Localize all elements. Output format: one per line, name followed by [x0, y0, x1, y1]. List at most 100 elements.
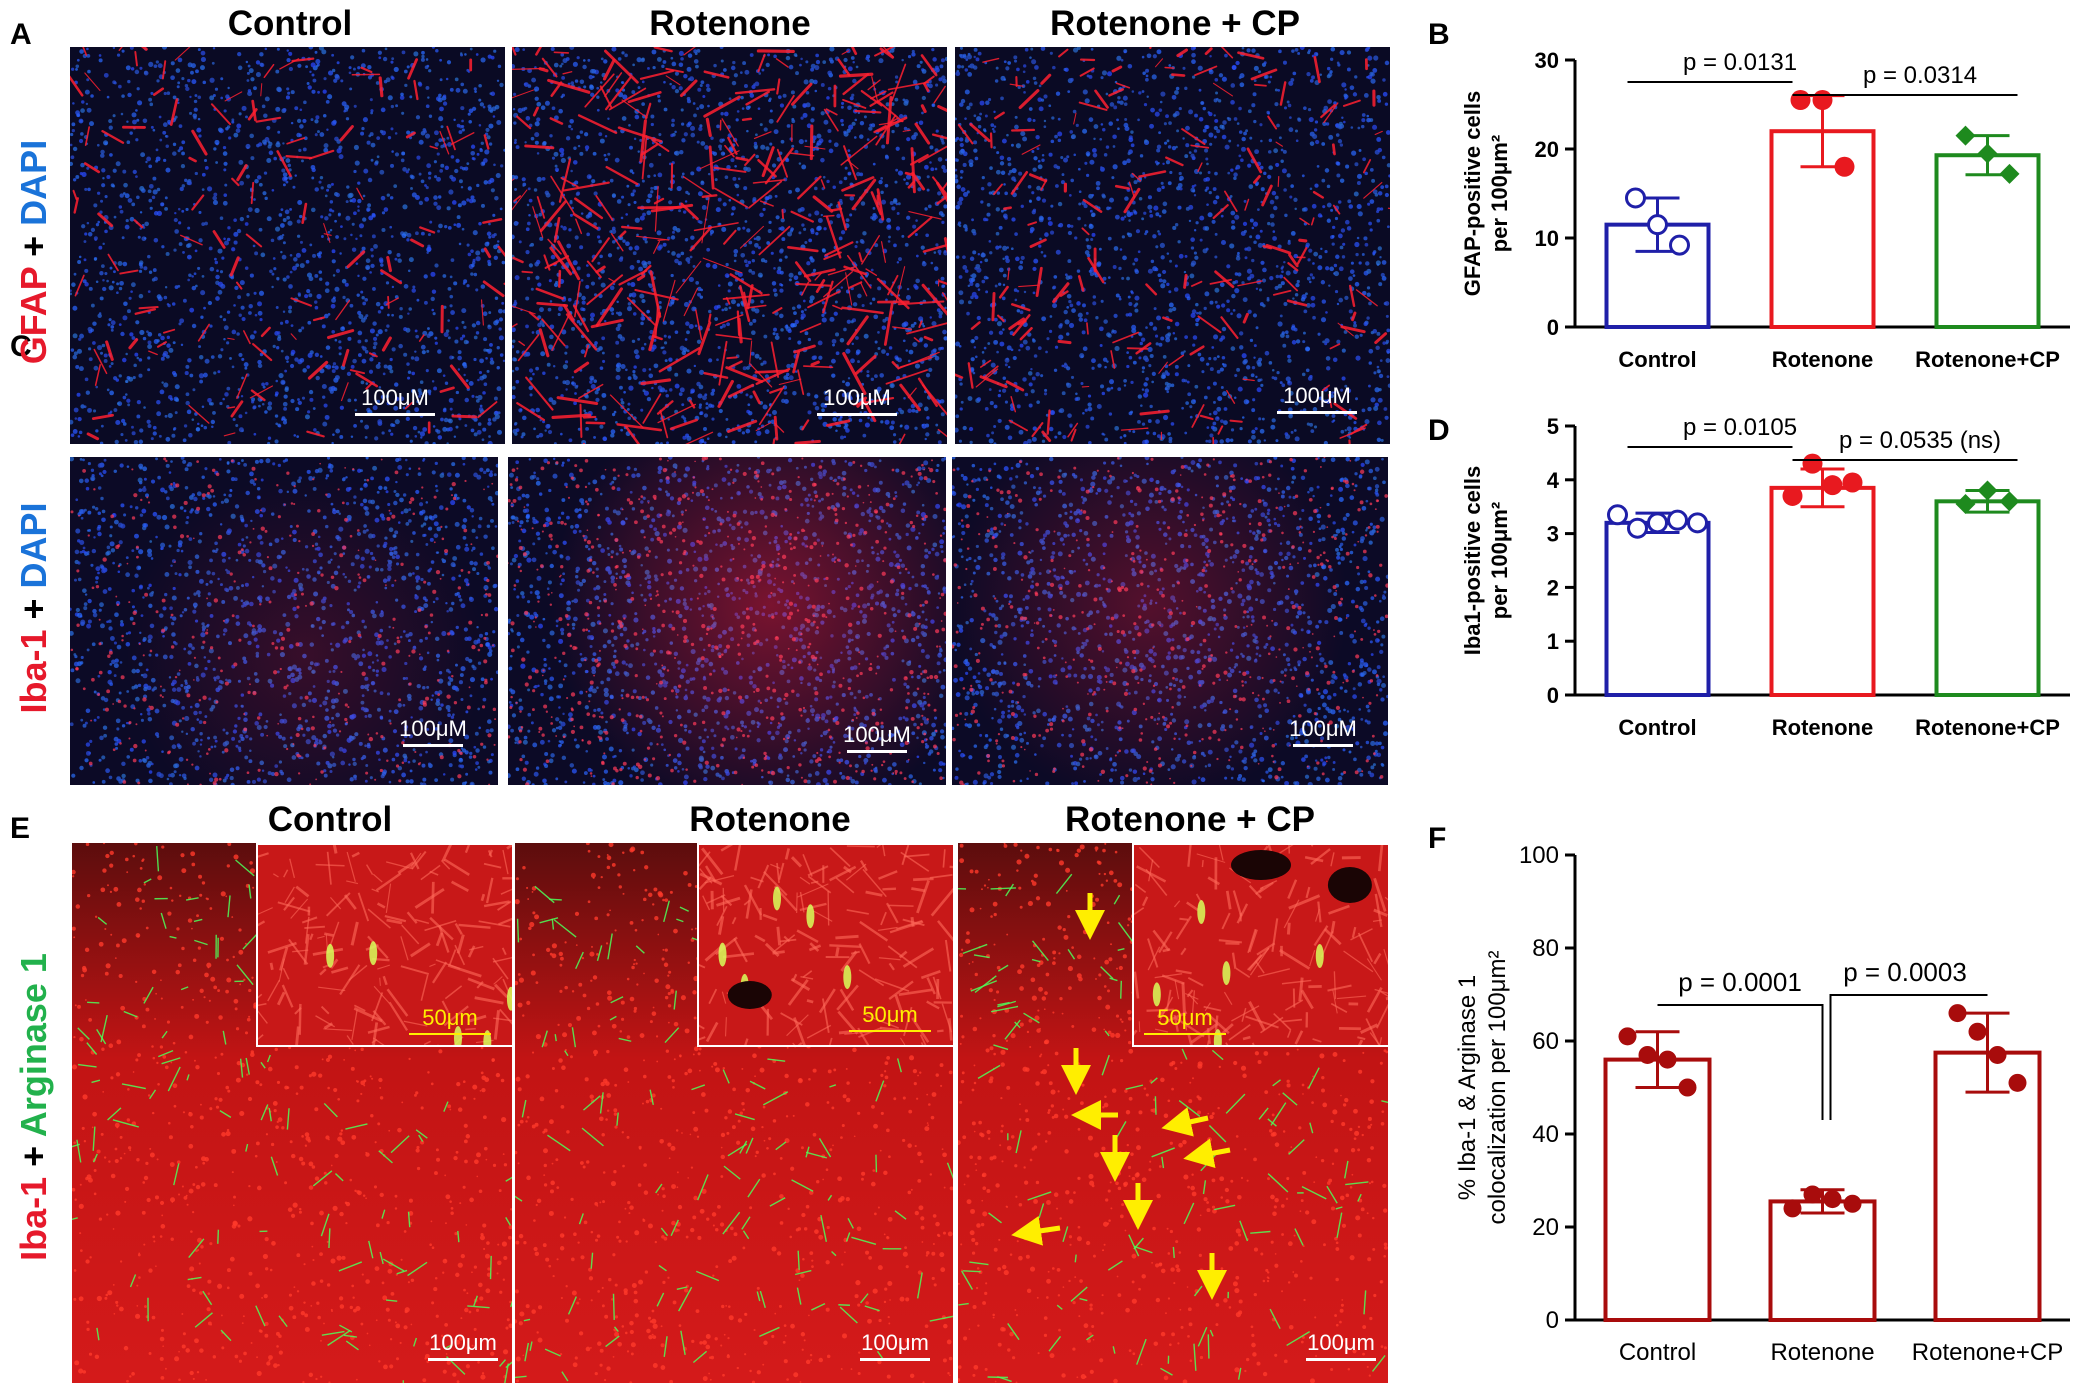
bar [1768, 1199, 1877, 1323]
data-point [1607, 504, 1628, 526]
significance-bracket [1657, 1004, 1824, 1120]
data-point [1999, 163, 2020, 184]
data-point [1678, 1078, 1697, 1097]
inset-e-control [256, 843, 514, 1047]
data-point [1627, 517, 1648, 539]
x-tick-label: Rotenone [1770, 1339, 1874, 1366]
inset-e-rotenone [697, 843, 955, 1047]
data-point [1842, 472, 1863, 493]
y-axis-label: Iba1-positive cells [1460, 466, 1485, 656]
inset-scale-label: 50μm [862, 1002, 918, 1027]
y-tick-label: 20 [1532, 1214, 1559, 1241]
x-tick-label: Control [1618, 347, 1696, 372]
scale-bar-a-rotenone-cp: 100μM [1272, 383, 1362, 414]
x-tick-label: Rotenone [1772, 715, 1873, 740]
inset-scale-bar-control: 50μm [405, 1005, 495, 1035]
data-point [1638, 1045, 1657, 1064]
arrow-marker [1183, 1138, 1231, 1168]
scale-bar-c-rotenone-cp: 100μM [1278, 716, 1368, 747]
p-value-label: p = 0.0535 (ns) [1839, 427, 2001, 454]
data-point [1783, 1199, 1802, 1218]
arrow-marker [1161, 1107, 1209, 1137]
data-point [1999, 491, 2020, 512]
scale-label: 100μM [1283, 383, 1351, 408]
inset-scale-line [849, 1030, 931, 1032]
x-tick-label: Rotenone+CP [1915, 715, 2060, 740]
scale-label: 100μm [1307, 1330, 1375, 1355]
column-title-control: Control [227, 4, 353, 43]
y-tick-label: 0 [1547, 315, 1559, 340]
scale-label: 100μM [1289, 716, 1357, 741]
x-tick-label: Control [1619, 1339, 1696, 1366]
scale-bar-e-rotenone-cp: 100μm [1296, 1330, 1386, 1361]
scale-line [355, 413, 435, 416]
column-title-rotenone-cp: Rotenone + CP [1050, 4, 1300, 43]
scale-line [860, 1358, 930, 1361]
y-tick-label: 0 [1546, 1307, 1559, 1334]
y-tick-label: 40 [1532, 1121, 1559, 1148]
scale-line [847, 750, 907, 753]
scale-label: 100μM [399, 716, 467, 741]
data-point [1803, 1185, 1822, 1204]
scale-bar-a-control: 100μM [350, 385, 440, 416]
y-axis-label: % Iba-1 & Arginase 1 [1454, 975, 1481, 1200]
scale-label: 100μm [861, 1330, 929, 1355]
inset-scale-label: 50μm [1157, 1005, 1213, 1030]
data-point [1802, 453, 1823, 474]
data-point [1658, 1050, 1677, 1069]
y-tick-label: 1 [1547, 629, 1559, 654]
panel-letter-f: F [1428, 822, 1447, 855]
scale-line [817, 413, 897, 416]
bar [1934, 499, 2041, 697]
y-axis-label: colocalization per 100μm² [1484, 951, 1511, 1225]
y-axis-label: per 100μm² [1487, 135, 1512, 252]
data-point [1988, 1045, 2007, 1064]
e-column-title-rotenone: Rotenone [689, 800, 851, 839]
scale-label: 100μM [361, 385, 429, 410]
column-title-rotenone: Rotenone [649, 4, 811, 43]
y-tick-label: 60 [1532, 1028, 1559, 1055]
scale-bar-c-rotenone: 100μM [832, 722, 922, 753]
data-point [1669, 234, 1690, 256]
scale-line [1306, 1358, 1376, 1361]
e-column-title-rotenone-cp: Rotenone + CP [1065, 800, 1315, 839]
micrograph-a-rotenone-cp [955, 47, 1390, 444]
y-axis-label: per 100μm² [1487, 502, 1512, 619]
scale-label: 100μm [429, 1330, 497, 1355]
micrograph-c-rotenone-cp [952, 457, 1388, 785]
scale-line [428, 1358, 498, 1361]
panel-letter-c: C [10, 330, 32, 363]
panel-letter-a: A [10, 18, 32, 51]
p-value-label: p = 0.0314 [1863, 62, 1977, 89]
data-point [1618, 1027, 1637, 1046]
inset-scale-label: 50μm [422, 1005, 478, 1030]
y-tick-label: 80 [1532, 935, 1559, 962]
x-tick-label: Rotenone+CP [1912, 1339, 2063, 1366]
data-point [1667, 509, 1688, 531]
scale-line [403, 744, 463, 747]
data-point [1968, 1022, 1987, 1041]
p-value-label: p = 0.0003 [1843, 957, 1967, 987]
panel-letter-b: B [1428, 18, 1450, 51]
arrow-marker [1011, 1215, 1061, 1246]
bar [1603, 1057, 1712, 1322]
inset-scale-line [409, 1033, 491, 1035]
x-tick-label: Control [1618, 715, 1696, 740]
micrograph-a-control [70, 47, 505, 444]
significance-bracket [1829, 994, 1988, 1120]
data-point [1955, 125, 1976, 146]
scale-bar-e-rotenone: 100μm [850, 1330, 940, 1361]
scale-bar-a-rotenone: 100μM [812, 385, 902, 416]
bar [1604, 520, 1711, 698]
inset-scale-bar-rotenone-cp: 50μm [1140, 1005, 1230, 1035]
y-tick-label: 10 [1535, 226, 1559, 251]
panel-letter-d: D [1428, 414, 1450, 447]
micrograph-c-control [70, 457, 498, 785]
inset-scale-bar-rotenone: 50μm [845, 1002, 935, 1032]
y-tick-label: 0 [1547, 683, 1559, 708]
p-value-label: p = 0.0001 [1678, 967, 1802, 997]
data-point [1948, 1004, 1967, 1023]
